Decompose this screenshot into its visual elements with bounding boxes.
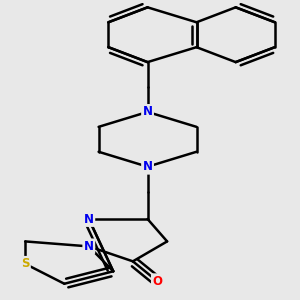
Text: N: N — [142, 160, 153, 173]
Text: S: S — [21, 257, 29, 270]
Text: N: N — [142, 105, 153, 119]
Text: N: N — [84, 240, 94, 253]
Text: N: N — [84, 212, 94, 226]
Text: O: O — [152, 275, 162, 288]
